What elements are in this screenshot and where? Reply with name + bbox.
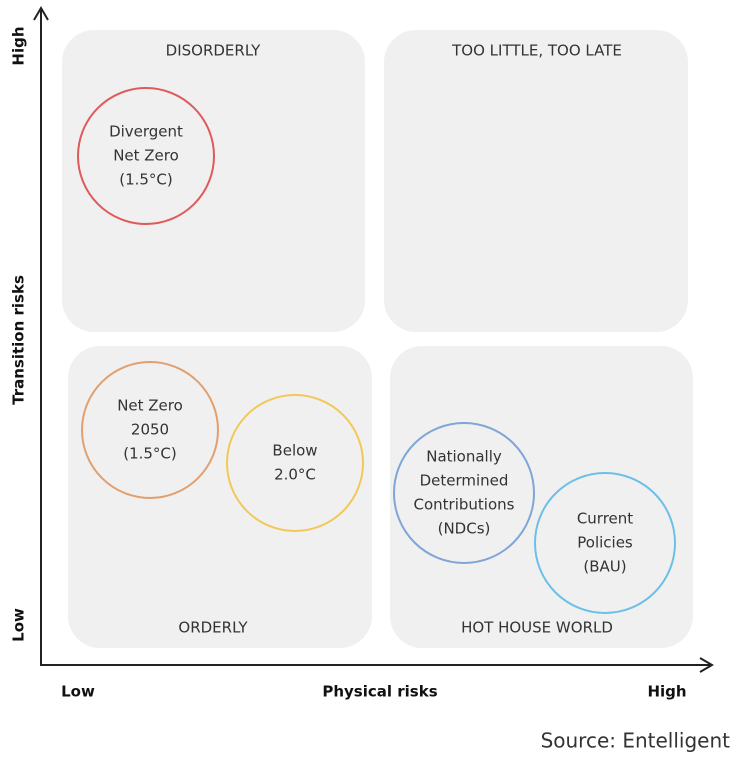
axes [33,6,714,673]
scenario-circle [393,422,535,564]
quadrant-title: HOT HOUSE WORLD [461,619,613,637]
y-axis-label: Transition risks [10,275,28,405]
scenario-label: (NDCs) [438,520,491,538]
scenario-label: Net Zero [117,397,183,415]
scenario-circle [534,472,676,614]
source: Source: Entelligent [541,729,731,753]
scenario-label: 2050 [131,421,169,439]
scenario-label: Current [577,510,633,528]
scenario-label: (1.5°C) [123,445,177,463]
x-high: High [647,683,686,701]
scenario-label: (BAU) [583,558,626,576]
scenario-label: Below [272,442,317,460]
quadrant [62,30,365,332]
scenario-label: Net Zero [113,147,179,165]
quadrant [390,346,693,648]
scenario-circle [226,394,364,532]
scenario-label: 2.0°C [274,466,316,484]
y-high: High [10,26,28,65]
scenario-label: Nationally [426,448,502,466]
quadrant-title: ORDERLY [178,619,248,637]
quadrant-title: DISORDERLY [166,42,262,60]
scenario-label: Divergent [109,123,183,141]
quadrant [68,346,372,648]
quadrant [384,30,688,332]
y-low: Low [10,608,28,642]
scenario-label: Contributions [414,496,515,514]
x-low: Low [61,683,95,701]
scenarios: Divergent Net Zero (1.5°C) Net Zero 2050 (1.5… [77,87,676,614]
scenario-label: Policies [577,534,633,552]
scenario-label: (1.5°C) [119,171,173,189]
quadrant-title: TOO LITTLE, TOO LATE [451,42,622,60]
x-axis-label: Physical risks [322,683,437,701]
scenario-circle [81,361,219,499]
scenario-circle [77,87,215,225]
scenario-label: Determined [420,472,509,490]
